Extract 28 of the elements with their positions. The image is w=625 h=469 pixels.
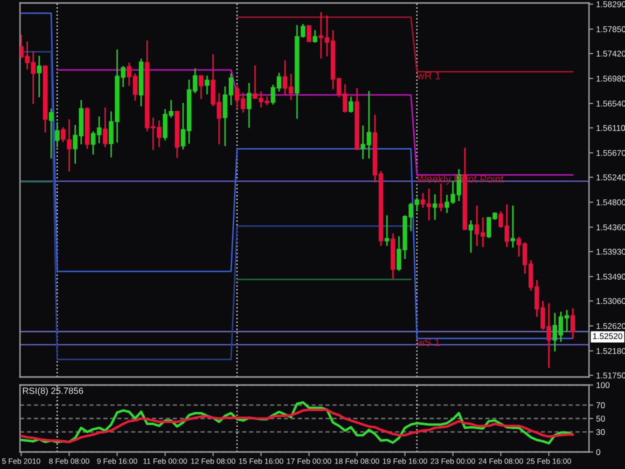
- y-tick-label: 50: [596, 416, 605, 422]
- candlestick: [36, 55, 42, 98]
- candlestick: [198, 74, 204, 100]
- candlestick: [306, 24, 312, 43]
- candlestick: [102, 106, 108, 148]
- y-tick-label: 30: [596, 429, 605, 435]
- candlestick: [60, 126, 66, 143]
- annotation: wR 1: [416, 72, 440, 80]
- candlestick: [246, 82, 252, 129]
- candlestick: [348, 96, 354, 114]
- line-series: [20, 12, 574, 340]
- chart-title: RSI(8) 25.7856: [23, 387, 84, 396]
- candlestick: [510, 204, 516, 248]
- candlestick: [384, 214, 390, 247]
- candlestick: [312, 30, 318, 44]
- candlestick: [432, 194, 438, 220]
- candlestick: [570, 308, 576, 340]
- y-tick-label: 0: [596, 449, 600, 456]
- candlestick: [468, 220, 474, 254]
- y-tick-label: 70: [596, 402, 605, 408]
- ref-line-label: 1.52520: [593, 333, 622, 340]
- candlestick: [204, 74, 210, 96]
- y-tick-label: 1.56110: [596, 125, 625, 131]
- y-tick-label: 100: [596, 382, 610, 388]
- candlestick: [66, 118, 72, 172]
- line-series: [20, 408, 574, 444]
- candlestick: [48, 108, 54, 160]
- line-series: [20, 401, 574, 444]
